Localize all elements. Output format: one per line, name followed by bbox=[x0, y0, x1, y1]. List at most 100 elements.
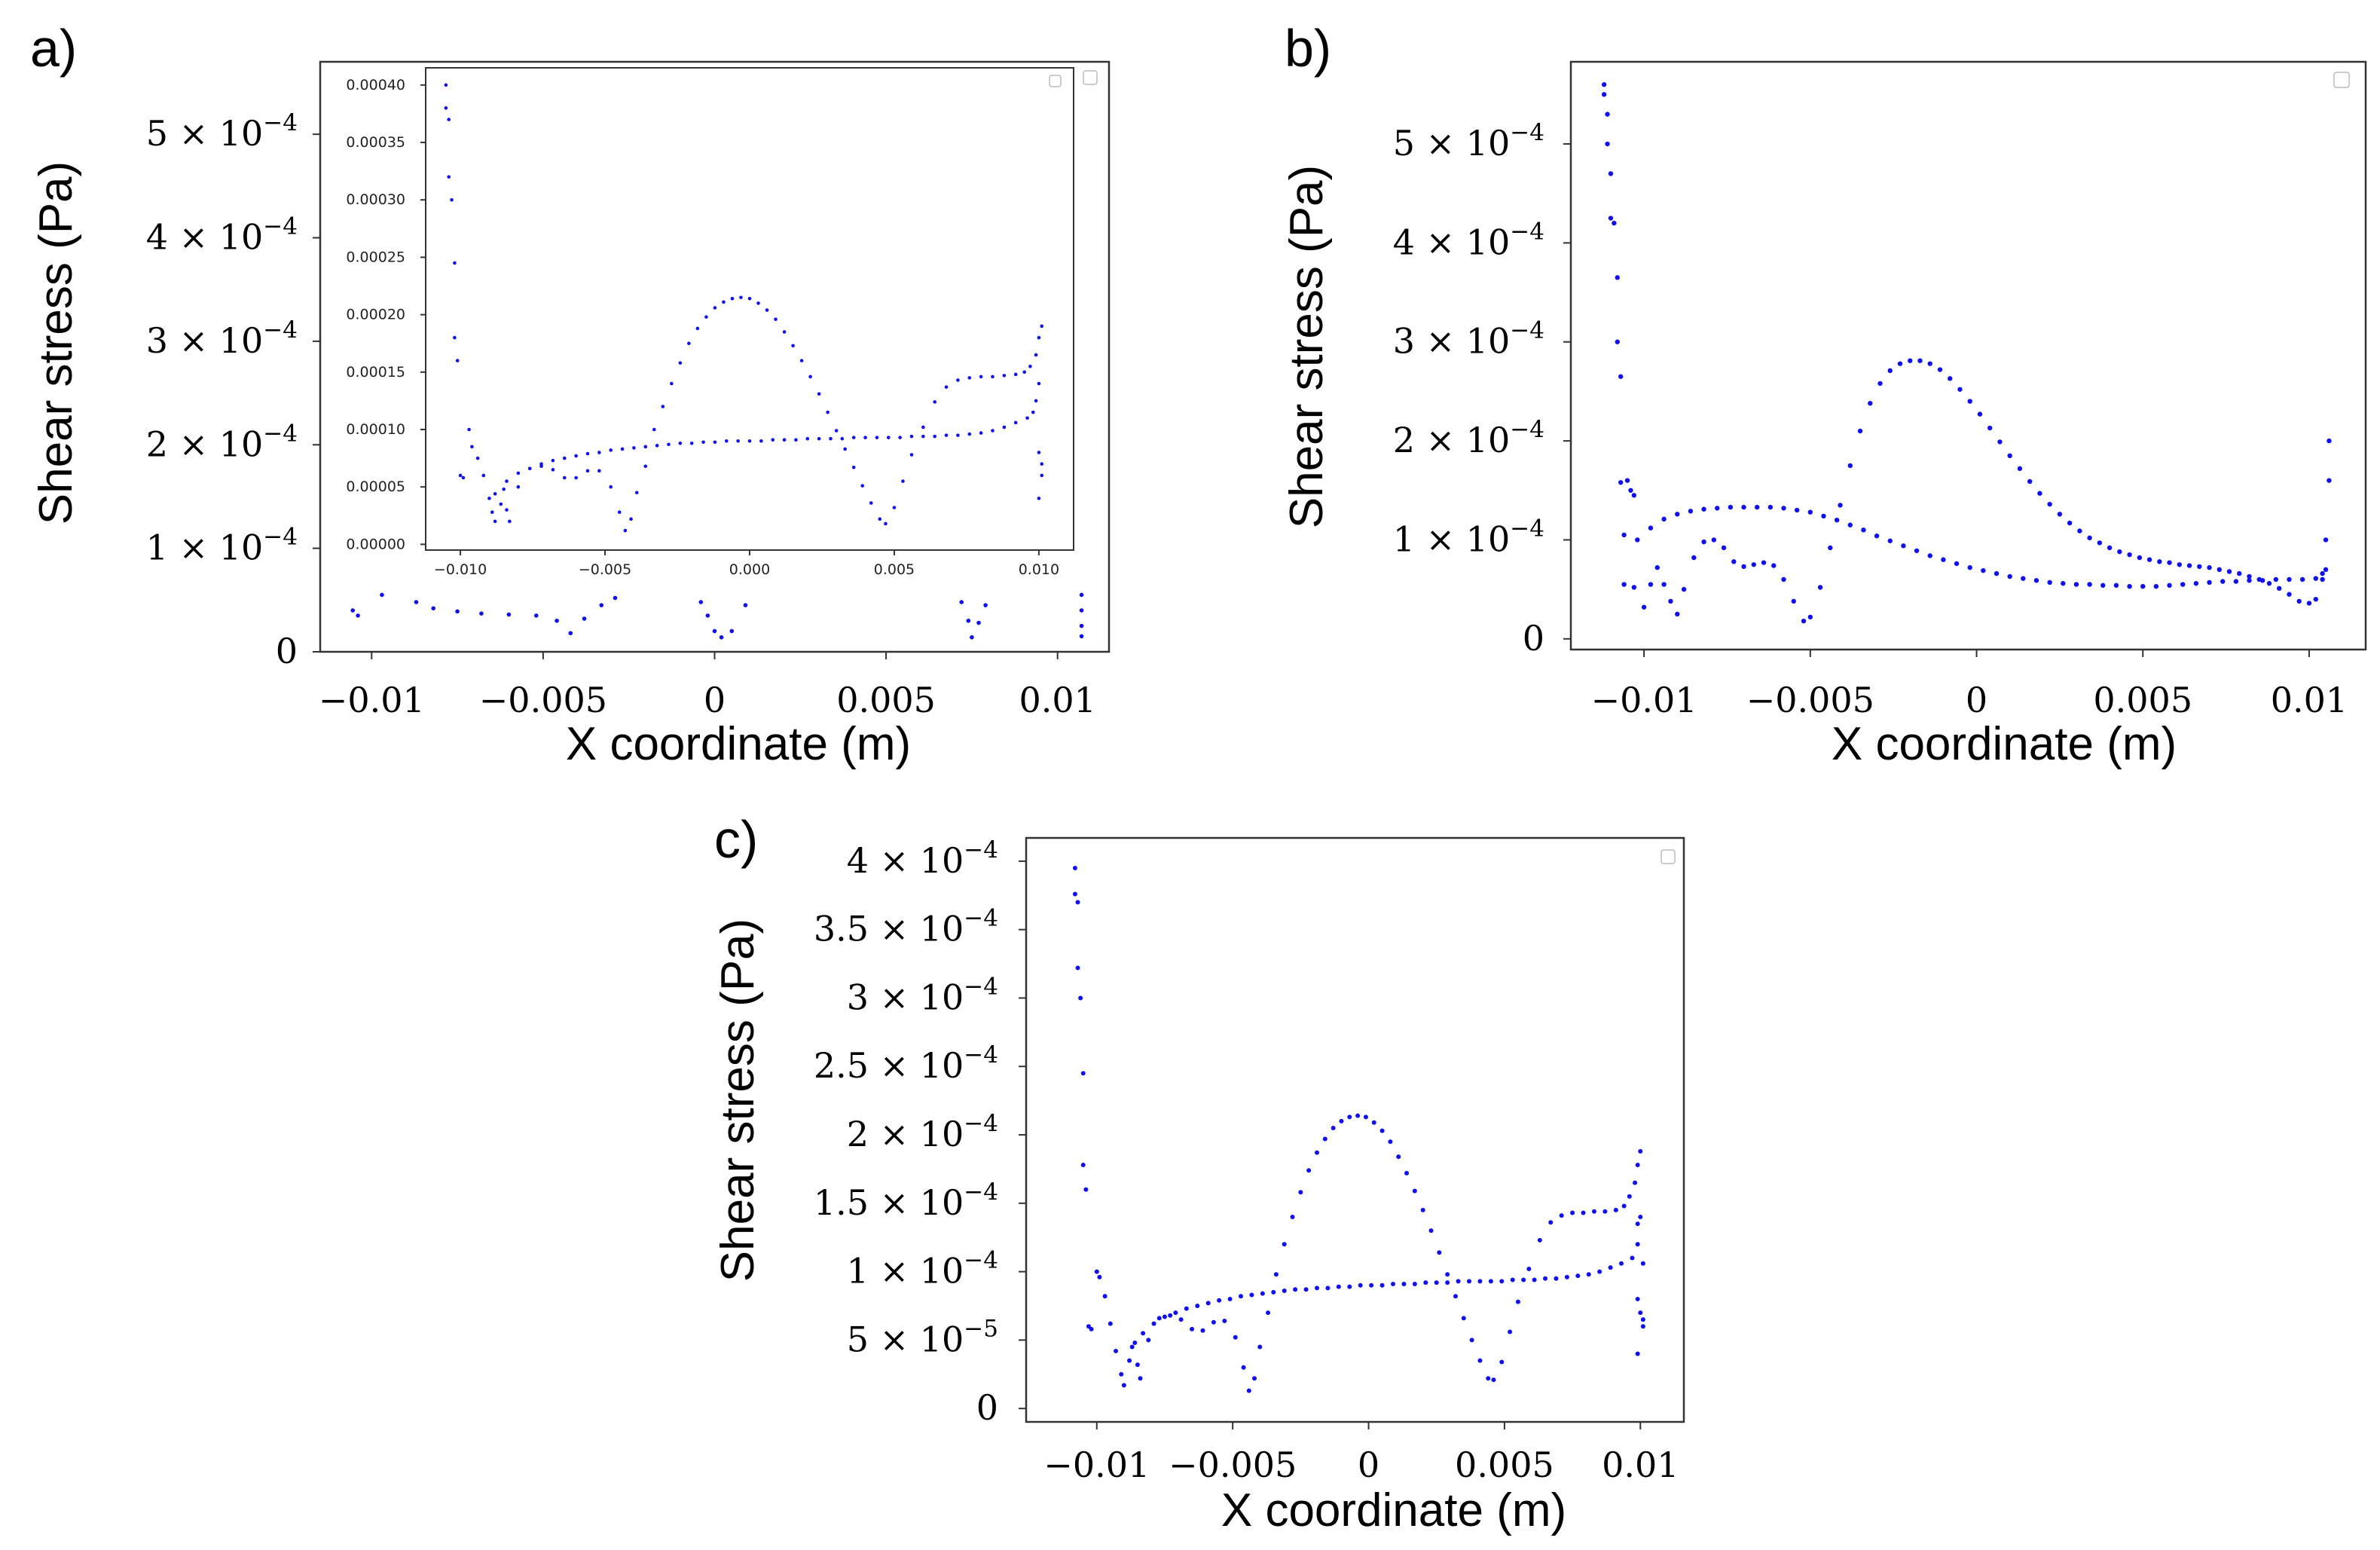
legend-box-c[interactable] bbox=[1661, 849, 1676, 864]
inset-series-lower-point-70 bbox=[967, 376, 972, 380]
inset-series-upper-point-43 bbox=[991, 429, 994, 433]
series-c-upper-point-52 bbox=[1640, 1317, 1645, 1322]
series-c-upper-point-33 bbox=[1488, 1279, 1493, 1284]
inset-series-lower-point-39 bbox=[687, 341, 691, 346]
series-c-lower-point-35 bbox=[1273, 1272, 1279, 1277]
inset-series-upper-point-9 bbox=[597, 451, 601, 454]
series-b-peak-point-21 bbox=[1668, 598, 1673, 604]
inset-series-lower-point-79 bbox=[1040, 324, 1044, 329]
inset-series-upper-point-42 bbox=[979, 431, 983, 435]
series-c-upper-point-44 bbox=[1608, 1265, 1613, 1270]
series-b-peak-point-49 bbox=[1937, 367, 1943, 372]
inset-series-lower-point-47 bbox=[756, 301, 760, 305]
inset-series-lower-point-18 bbox=[502, 487, 506, 491]
series-b-plateau-point-29 bbox=[2021, 576, 2026, 581]
series-b-plateau-point-3 bbox=[1675, 512, 1680, 517]
inset-series-lower-point-59 bbox=[860, 484, 865, 488]
series-b-plateau-point-10 bbox=[1767, 504, 1774, 510]
series-b-peak-point-68 bbox=[2127, 552, 2132, 558]
series-b-plateau-point-30 bbox=[2033, 578, 2039, 583]
inset-series-lower-point-11 bbox=[470, 445, 474, 449]
legend-box-a[interactable] bbox=[1083, 70, 1098, 85]
fragment-a-point-3 bbox=[414, 600, 419, 604]
series-b-peak-point-45 bbox=[1897, 361, 1903, 366]
inset-ytick-label-1: 0.00005 bbox=[346, 478, 405, 495]
legend-box-b[interactable] bbox=[2333, 72, 2350, 88]
fragment-a-point-15 bbox=[705, 613, 710, 618]
inset-ytick-label-4: 0.00020 bbox=[346, 307, 405, 323]
series-c-lower-point-2 bbox=[1075, 900, 1080, 905]
series-c-lower-point-28 bbox=[1222, 1318, 1227, 1323]
inset-series-upper-point-25 bbox=[782, 438, 787, 442]
ytick-label-a-0: 0 bbox=[276, 631, 298, 671]
inset-series-lower-point-14 bbox=[487, 497, 491, 500]
series-b-plateau-point-5 bbox=[1701, 506, 1706, 512]
series-c-lower-point-9 bbox=[1089, 1326, 1094, 1331]
series-b-peak-point-25 bbox=[1701, 539, 1706, 545]
inset-xtick-label-4: 0.010 bbox=[1019, 561, 1059, 578]
inset-series-lower-point-63 bbox=[892, 506, 897, 509]
inset-series-lower-point-24 bbox=[551, 468, 555, 472]
series-b-plateau-point-50 bbox=[2299, 576, 2305, 582]
series-c-lower-point-4 bbox=[1078, 995, 1083, 1001]
inset-series-lower-point-35 bbox=[652, 427, 656, 432]
inset-ytick-label-6: 0.00030 bbox=[346, 191, 405, 208]
fragment-a-point-9 bbox=[555, 618, 559, 623]
series-b-peak-point-69 bbox=[2137, 555, 2143, 561]
inset-series-lower-point-7 bbox=[455, 359, 460, 362]
series-c-upper-point-14 bbox=[1282, 1289, 1287, 1294]
series-b-peak-point-17 bbox=[1641, 604, 1647, 610]
inset-legend-box-a[interactable] bbox=[1049, 75, 1062, 87]
inset-series-lower-point-19 bbox=[505, 508, 509, 512]
inset-series-upper-point-5 bbox=[551, 458, 555, 463]
series-c-upper-point-25 bbox=[1401, 1281, 1407, 1286]
series-b-peak-point-90 bbox=[2327, 478, 2332, 483]
xticks-c: −0.01 −0.005 0 0.005 0.01 bbox=[1043, 1422, 1679, 1485]
series-b-peak-point-40 bbox=[1847, 463, 1853, 469]
series-c-upper-point-5 bbox=[1184, 1306, 1189, 1311]
series-b-plateau-point-24 bbox=[1954, 561, 1960, 567]
inset-series-lower-point-26 bbox=[574, 475, 578, 480]
xtick-label-a-4: 0.01 bbox=[1019, 680, 1096, 720]
series-c-lower-point-12 bbox=[1102, 1294, 1108, 1299]
points-b bbox=[1601, 82, 2332, 624]
series-b-peak-point-55 bbox=[1997, 439, 2003, 445]
xtick-label-b-0: −0.01 bbox=[1591, 680, 1697, 720]
inset-series-upper-point-6 bbox=[562, 456, 567, 460]
series-b-peak-point-35 bbox=[1801, 618, 1807, 624]
inset-series-lower-point-2 bbox=[447, 118, 451, 121]
inset-series-upper-point-35 bbox=[898, 436, 902, 439]
inset-series-upper-point-29 bbox=[829, 436, 833, 441]
ytick-label-b-1: 1 × 10−4 bbox=[1393, 515, 1544, 559]
inset-series-upper-point-45 bbox=[1013, 420, 1018, 425]
xtick-label-c-3: 0.005 bbox=[1455, 1445, 1554, 1485]
series-c-upper-point-28 bbox=[1434, 1280, 1439, 1286]
inset-series-upper-point-34 bbox=[886, 436, 891, 439]
series-b-plateau-point-7 bbox=[1728, 504, 1734, 510]
series-c-upper-point-36 bbox=[1521, 1277, 1526, 1282]
series-c-lower-point-34 bbox=[1266, 1310, 1271, 1316]
series-c-lower-point-15 bbox=[1119, 1371, 1124, 1377]
series-b-plateau-point-0 bbox=[1635, 537, 1640, 543]
inset-series-lower-point-50 bbox=[782, 330, 787, 334]
series-c-lower-point-24 bbox=[1178, 1317, 1184, 1322]
inset-series-lower-point-54 bbox=[817, 392, 821, 396]
inset-xticks-a: −0.010 −0.005 0.000 0.005 0.010 bbox=[434, 550, 1059, 578]
inset-series-lower-point-41 bbox=[704, 315, 708, 319]
inset-ytick-label-2: 0.00010 bbox=[346, 421, 405, 438]
series-c-upper-point-50 bbox=[1635, 1296, 1640, 1301]
fragment-a-point-1 bbox=[356, 613, 360, 618]
series-c-lower-point-48 bbox=[1379, 1128, 1385, 1133]
inset-series-lower-point-0 bbox=[444, 83, 448, 87]
series-c-lower-point-79 bbox=[1638, 1148, 1643, 1154]
ytick-label-c-6: 3 × 10−4 bbox=[847, 973, 998, 1017]
series-b-peak-point-37 bbox=[1817, 585, 1823, 590]
series-c-upper-point-8 bbox=[1217, 1298, 1222, 1303]
fragment-a-point-20 bbox=[959, 600, 964, 604]
series-b-plateau-point-23 bbox=[1941, 557, 1946, 562]
inset-series-lower-point-40 bbox=[695, 326, 700, 331]
series-b-plateau-point-45 bbox=[2233, 579, 2239, 584]
series-c-upper-point-16 bbox=[1303, 1287, 1309, 1292]
series-c-lower-point-0 bbox=[1072, 865, 1077, 870]
series-c-lower-point-61 bbox=[1486, 1376, 1491, 1381]
